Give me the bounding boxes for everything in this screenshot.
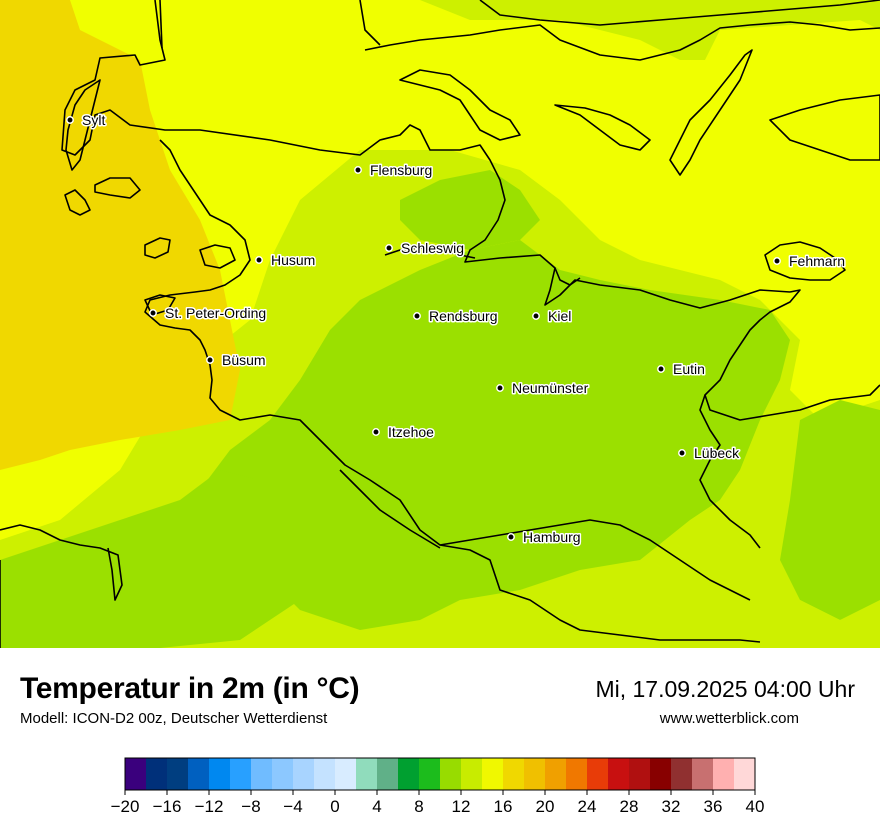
coastlines [0,0,880,648]
city-marker-b-sum [206,356,214,364]
city-label-l-beck: Lübeck [694,445,740,461]
field-yellow-east [560,60,880,200]
colorbar-ticks: −20 −16 −12 −8 −4 0 4 8 12 16 20 24 28 32 36 40 [111,790,765,816]
city-marker-flensburg [354,166,362,174]
colorbar-tick-label: −16 [153,797,182,816]
field-yellow [0,0,880,540]
colorbar-swatch [230,758,252,790]
colorbar-swatch [272,758,294,790]
city-marker-itzehoe [372,428,380,436]
city-marker-hamburg [507,533,515,541]
map-title: Temperatur in 2m (in °C) [20,672,360,705]
city-marker-schleswig [385,244,393,252]
colorbar-tick-label: 40 [746,797,765,816]
colorbar-swatch [377,758,399,790]
field-green-east [780,400,880,620]
colorbar-swatch [167,758,189,790]
field-yellow-green-se [480,590,880,648]
city-label-hamburg: Hamburg [523,529,581,545]
city-label-kiel: Kiel [548,308,571,324]
colorbar-swatch [188,758,210,790]
city-label-st-peter-ording: St. Peter-Ording [165,305,266,321]
colorbar-tick-label: 28 [620,797,639,816]
colorbar-swatch [503,758,525,790]
map-svg: Sylt Flensburg Husum Schleswig Fehmarn St. Pe… [0,0,880,648]
field-orange-coast [0,0,240,470]
city-label-sylt: Sylt [82,112,105,128]
field-green-south [0,470,320,648]
colorbar-swatch [482,758,504,790]
city-label-schleswig: Schleswig [401,240,464,256]
city-marker-fehmarn [773,257,781,265]
forecast-datetime: Mi, 17.09.2025 04:00 Uhr [595,676,855,702]
colorbar-swatch [713,758,735,790]
colorbar-swatch [566,758,588,790]
city-label-eutin: Eutin [673,361,705,377]
city-marker-husum [255,256,263,264]
colorbar-tick-label: −4 [283,797,302,816]
city-label-rendsburg: Rendsburg [429,308,498,324]
colorbar-swatch [356,758,378,790]
temperature-map: Sylt Flensburg Husum Schleswig Fehmarn St. Pe… [0,0,880,648]
city-label-fehmarn: Fehmarn [789,253,845,269]
city-label-neum-nster: Neumünster [512,380,589,396]
colorbar-swatch [146,758,168,790]
field-green-north [400,170,540,250]
city-markers: Sylt Flensburg Husum Schleswig Fehmarn St. Pe… [66,111,847,547]
colorbar-swatch [671,758,693,790]
city-marker-rendsburg [413,312,421,320]
colorbar-tick-label: −20 [111,797,140,816]
colorbar-swatch [629,758,651,790]
colorbar-tick-label: 4 [372,797,381,816]
colorbar-legend: −20 −16 −12 −8 −4 0 4 8 12 16 20 24 28 32 36 40 [0,750,880,830]
colorbar-swatch [335,758,357,790]
colorbar-swatch [314,758,336,790]
field-green [200,240,790,630]
colorbar-tick-label: −8 [241,797,260,816]
city-label-flensburg: Flensburg [370,162,432,178]
colorbar-tick-label: −12 [195,797,224,816]
website-link[interactable]: www.wetterblick.com [659,710,799,727]
city-marker-neum-nster [496,384,504,392]
colorbar-swatch [692,758,714,790]
colorbar-frame [124,757,756,791]
colorbar-swatch [125,758,147,790]
colorbar-swatch [524,758,546,790]
city-label-husum: Husum [271,252,315,268]
colorbar-svg: −20 −16 −12 −8 −4 0 4 8 12 16 20 24 28 32 36 40 [111,757,765,816]
colorbar-swatch [440,758,462,790]
colorbar-swatch [293,758,315,790]
colorbar-swatch [209,758,231,790]
colorbar-tick-label: 24 [578,797,597,816]
colorbar-tick-label: 8 [414,797,423,816]
colorbar-swatch [587,758,609,790]
colorbar-swatches [125,758,756,790]
colorbar-tick-label: 0 [330,797,339,816]
city-marker-l-beck [678,449,686,457]
colorbar-swatch [650,758,672,790]
city-marker-eutin [657,365,665,373]
city-marker-kiel [532,312,540,320]
colorbar-tick-label: 36 [704,797,723,816]
colorbar-tick-label: 32 [662,797,681,816]
colorbar-swatch [251,758,273,790]
model-source: Modell: ICON-D2 00z, Deutscher Wetterdie… [20,710,328,727]
colorbar-swatch [545,758,567,790]
colorbar-swatch [419,758,441,790]
colorbar-tick-label: 16 [494,797,513,816]
colorbar-swatch [461,758,483,790]
city-marker-st-peter-ording [149,309,157,317]
colorbar-swatch [608,758,630,790]
colorbar-tick-label: 12 [452,797,471,816]
colorbar-swatch [734,758,756,790]
city-label-itzehoe: Itzehoe [388,424,434,440]
city-marker-sylt [66,116,74,124]
colorbar-swatch [398,758,420,790]
city-label-b-sum: Büsum [222,352,266,368]
colorbar-tick-label: 20 [536,797,555,816]
